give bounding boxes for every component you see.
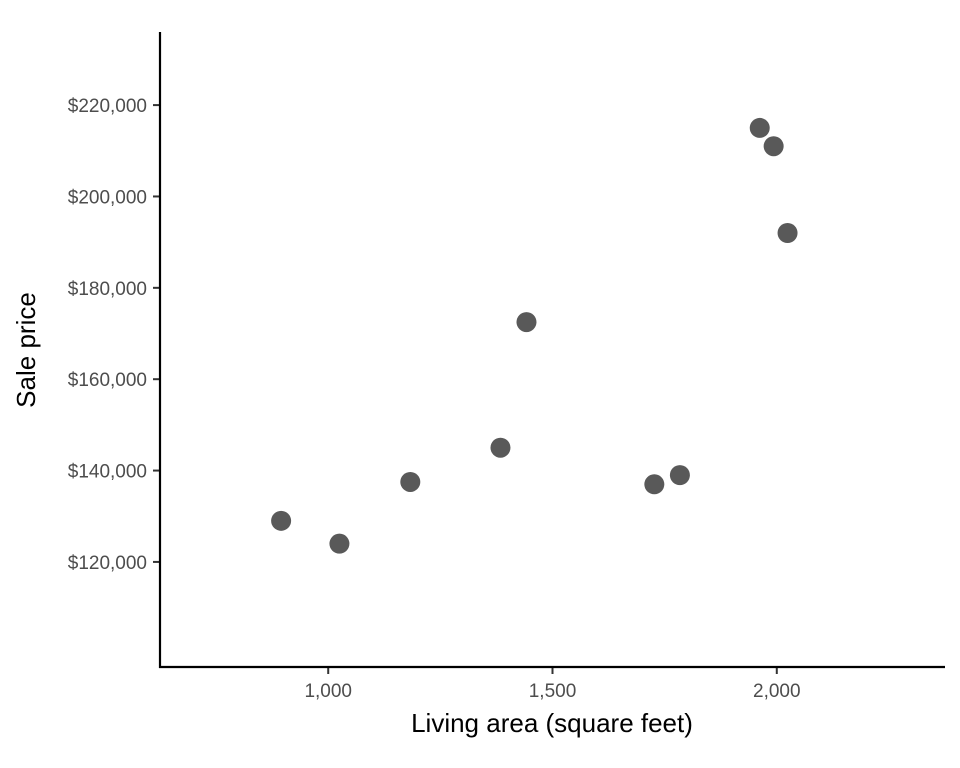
data-point: [749, 117, 770, 138]
x-axis-ticks: 1,000 1,500 2,000: [304, 667, 801, 702]
y-tick-label: $120,000: [68, 553, 147, 574]
x-axis-title: Living area (square feet): [411, 708, 693, 738]
data-point: [516, 312, 537, 333]
data-point: [669, 465, 690, 486]
y-tick-label: $200,000: [68, 187, 147, 208]
data-point: [490, 437, 511, 458]
data-point: [763, 136, 784, 157]
data-point: [400, 471, 421, 492]
y-tick-label: $160,000: [68, 370, 147, 391]
y-axis-ticks: $120,000 $140,000 $160,000 $180,000 $200,000…: [68, 96, 160, 574]
x-tick-label: 1,500: [529, 681, 577, 702]
data-point: [777, 223, 798, 244]
y-axis-title: Sale price: [11, 292, 41, 408]
x-tick-label: 2,000: [753, 681, 801, 702]
y-tick-label: $140,000: [68, 462, 147, 483]
x-tick-label: 1,000: [304, 681, 352, 702]
y-tick-label: $180,000: [68, 279, 147, 300]
y-tick-label: $220,000: [68, 96, 147, 117]
data-point: [271, 510, 292, 531]
data-points: [271, 117, 798, 554]
data-point: [644, 474, 665, 495]
data-point: [329, 533, 350, 554]
